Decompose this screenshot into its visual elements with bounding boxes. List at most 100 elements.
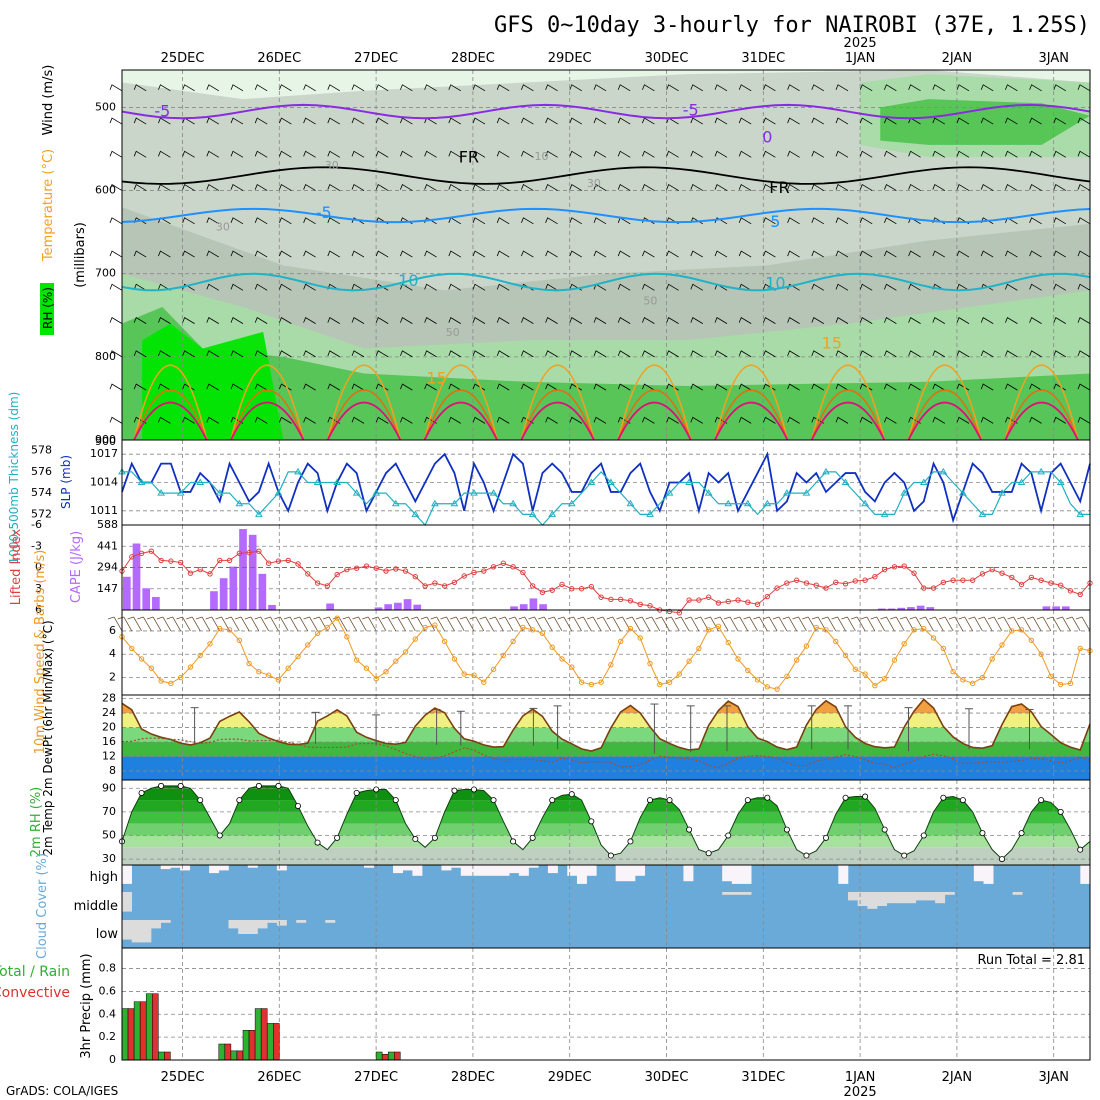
thickness-point	[900, 489, 909, 496]
cloud-gap	[122, 865, 132, 884]
wind10m-point	[617, 638, 624, 645]
wind-barb	[787, 416, 800, 424]
li-point	[353, 565, 360, 571]
wind10m-point	[979, 674, 986, 681]
bottom-year-label: 2025	[844, 1085, 877, 1100]
precip-total-bar	[242, 1030, 250, 1061]
li-point	[891, 564, 898, 570]
thickness-point	[1037, 467, 1045, 475]
cloud-level-label: low	[96, 927, 119, 942]
cape-bar	[539, 604, 547, 610]
isotherm-25-arch	[520, 401, 595, 441]
wind-barb	[182, 183, 195, 191]
cloud-gap	[180, 865, 191, 871]
temp-band	[122, 756, 1090, 780]
wind-barb	[327, 317, 341, 324]
wind-barb	[400, 250, 413, 258]
wind10m-point	[383, 669, 389, 675]
wind-barb	[448, 84, 462, 92]
wind-barb	[642, 250, 655, 258]
wind10m-point	[197, 652, 203, 659]
wind-barb	[327, 416, 341, 424]
cloud-gap	[896, 892, 907, 904]
wind10m-barb	[978, 616, 993, 632]
wind-barb	[884, 84, 897, 92]
wind-barb	[109, 283, 123, 291]
cloud-gap	[209, 865, 220, 874]
wind-barb	[521, 383, 534, 391]
rh2m-point	[862, 793, 869, 800]
rh2m-point	[197, 797, 204, 804]
rh2m-point	[294, 802, 301, 809]
wind-barb	[472, 150, 486, 158]
wind-barb	[884, 283, 897, 291]
thickness-point	[509, 499, 517, 507]
cape-bar	[529, 598, 538, 610]
wind-barb	[1053, 84, 1067, 92]
rh2m-point	[412, 836, 419, 843]
wind-barb	[230, 150, 244, 158]
wind10m-barb	[401, 616, 416, 632]
wind10m-barb	[489, 616, 504, 632]
wind-axis-label: Wind (m/s)	[41, 65, 56, 136]
top-date-label: 30DEC	[645, 51, 689, 66]
cape-lifted-index-panel: -6 -3 0 3 6 147 294 441 588 Lifted Index CAPE (J/k…	[9, 518, 1093, 616]
wind-barb	[400, 350, 413, 358]
wind-barb	[884, 150, 897, 158]
wind-barb	[400, 84, 413, 92]
wind-barb	[617, 150, 631, 158]
isotherm-5	[121, 207, 1091, 224]
wind-barb	[109, 350, 123, 358]
rh2m-point	[529, 834, 536, 841]
contour-label: 30	[216, 220, 230, 233]
contour-label: -5	[316, 203, 332, 222]
isotherm-20-arch	[907, 389, 982, 441]
wind-barb	[956, 283, 970, 291]
isotherm-20-arch	[714, 389, 789, 441]
temp2m-line	[121, 698, 1091, 752]
wind-barb	[642, 283, 655, 291]
wind-barb	[496, 283, 510, 291]
wind10m-barb	[234, 616, 250, 632]
wind10m-point	[608, 662, 614, 668]
wind-barb	[472, 217, 486, 225]
temp2m-tick: 12	[102, 749, 116, 762]
wind10m-point	[324, 624, 331, 631]
rh2m-point	[607, 852, 614, 859]
wind-barb	[738, 183, 752, 191]
wind-barb	[569, 250, 583, 258]
wind-barb	[1053, 117, 1067, 125]
wind-barb	[545, 84, 558, 92]
temp2m-tick: 8	[109, 764, 116, 777]
cloud-gap	[160, 865, 171, 870]
wind-barb	[593, 250, 607, 258]
wind-barb	[279, 250, 292, 258]
cloud-gap	[722, 892, 733, 895]
wind10m-barb	[430, 616, 446, 632]
wind-barb	[303, 250, 316, 258]
wind10m-point	[295, 653, 301, 660]
cape-bar	[229, 566, 238, 610]
wind-barb	[133, 117, 147, 125]
wind10m-barb	[1036, 616, 1052, 632]
wind-barb	[593, 350, 607, 358]
wind-barb	[182, 217, 195, 225]
wind10m-point	[657, 681, 663, 688]
wind10m-barb	[107, 616, 123, 632]
wind-barb	[908, 383, 921, 391]
wind10m-barb	[391, 616, 406, 632]
cloud-gap	[412, 865, 423, 876]
cape-bar	[403, 599, 412, 610]
li-point	[1057, 582, 1064, 588]
wind-barb	[545, 383, 558, 391]
wind-barb	[811, 117, 825, 125]
wind10m-barb	[890, 616, 905, 632]
bottom-date-axis: 25DEC 26DEC 27DEC 28DEC 29DEC 30DEC 31DEC 1JAN 2…	[161, 1070, 1069, 1100]
wind-barb	[182, 350, 195, 358]
pressure-tick-900: 900	[95, 435, 116, 448]
contour-label: 10	[765, 274, 785, 293]
wind-barb	[642, 416, 655, 424]
thickness-point	[802, 489, 811, 496]
li-point	[901, 563, 907, 569]
isotherm-20-arch	[520, 389, 595, 441]
